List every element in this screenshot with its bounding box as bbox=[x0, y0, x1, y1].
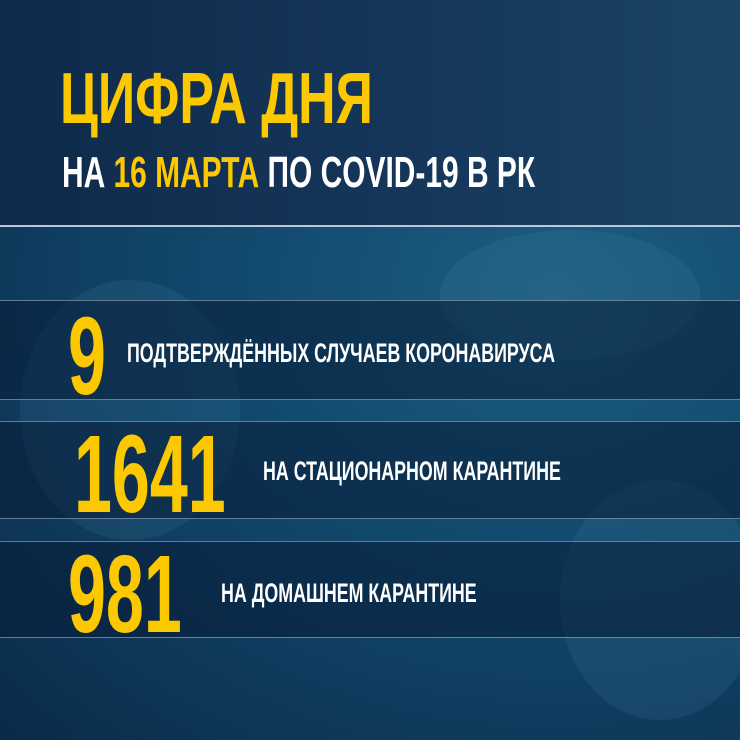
divider bbox=[0, 421, 740, 422]
stat-row-home bbox=[0, 541, 740, 637]
divider bbox=[0, 399, 740, 400]
divider bbox=[0, 300, 740, 301]
stat-value: 981 bbox=[68, 533, 182, 656]
divider bbox=[0, 518, 740, 519]
stat-label: НА СТАЦИОНАРНОМ КАРАНТИНЕ bbox=[263, 456, 561, 486]
page-title: ЦИФРА ДНЯ bbox=[60, 59, 373, 139]
stat-label: НА ДОМАШНЕМ КАРАНТИНЕ bbox=[221, 578, 477, 608]
header bbox=[0, 0, 740, 225]
subtitle-date: 16 МАРТА bbox=[113, 148, 260, 197]
stat-value: 9 bbox=[68, 295, 106, 418]
subtitle-suffix: ПО COVID-19 В РК bbox=[267, 148, 536, 197]
stat-row-hospital bbox=[0, 421, 740, 519]
stat-value: 1641 bbox=[74, 413, 226, 536]
divider bbox=[0, 225, 740, 227]
page-subtitle: НА 16 МАРТА ПО COVID-19 В РК bbox=[62, 148, 535, 198]
stat-row-confirmed bbox=[0, 300, 740, 400]
subtitle-prefix: НА bbox=[62, 148, 106, 197]
stat-label: ПОДТВЕРЖДЁННЫХ СЛУЧАЕВ КОРОНАВИРУСА bbox=[127, 338, 555, 368]
divider bbox=[0, 541, 740, 542]
divider bbox=[0, 637, 740, 638]
